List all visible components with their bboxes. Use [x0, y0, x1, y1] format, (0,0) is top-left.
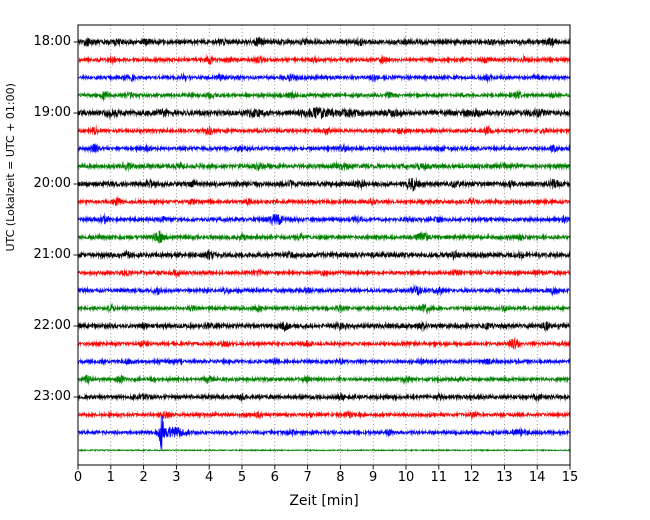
- x-tick-label: 15: [561, 470, 579, 485]
- x-tick-label: 6: [270, 470, 279, 485]
- x-tick-label: 3: [172, 470, 181, 485]
- x-tick-label: 1: [106, 470, 115, 485]
- x-tick-label: 0: [73, 470, 83, 485]
- x-axis-label: Zeit [min]: [289, 493, 359, 509]
- y-tick-label: 19:00: [33, 105, 71, 120]
- y-tick-label: 18:00: [33, 34, 71, 49]
- x-tick-label: 12: [463, 470, 480, 485]
- x-tick-label: 7: [303, 470, 312, 485]
- x-tick-label: 2: [139, 470, 148, 485]
- x-tick-label: 8: [336, 470, 345, 485]
- x-tick-label: 10: [397, 470, 415, 485]
- y-tick-label: 23:00: [33, 389, 71, 404]
- x-tick-label: 9: [369, 470, 378, 485]
- x-tick-label: 14: [528, 470, 546, 485]
- x-tick-label: 4: [205, 470, 214, 485]
- y-tick-label: 21:00: [33, 247, 71, 262]
- x-tick-label: 11: [430, 470, 448, 485]
- y-tick-label: 22:00: [33, 318, 71, 333]
- x-tick-label: 13: [496, 470, 513, 485]
- x-tick-label: 5: [237, 470, 247, 485]
- y-tick-label: 20:00: [33, 176, 71, 191]
- y-axis-label: UTC (Lokalzeit = UTC + 01:00): [4, 83, 17, 252]
